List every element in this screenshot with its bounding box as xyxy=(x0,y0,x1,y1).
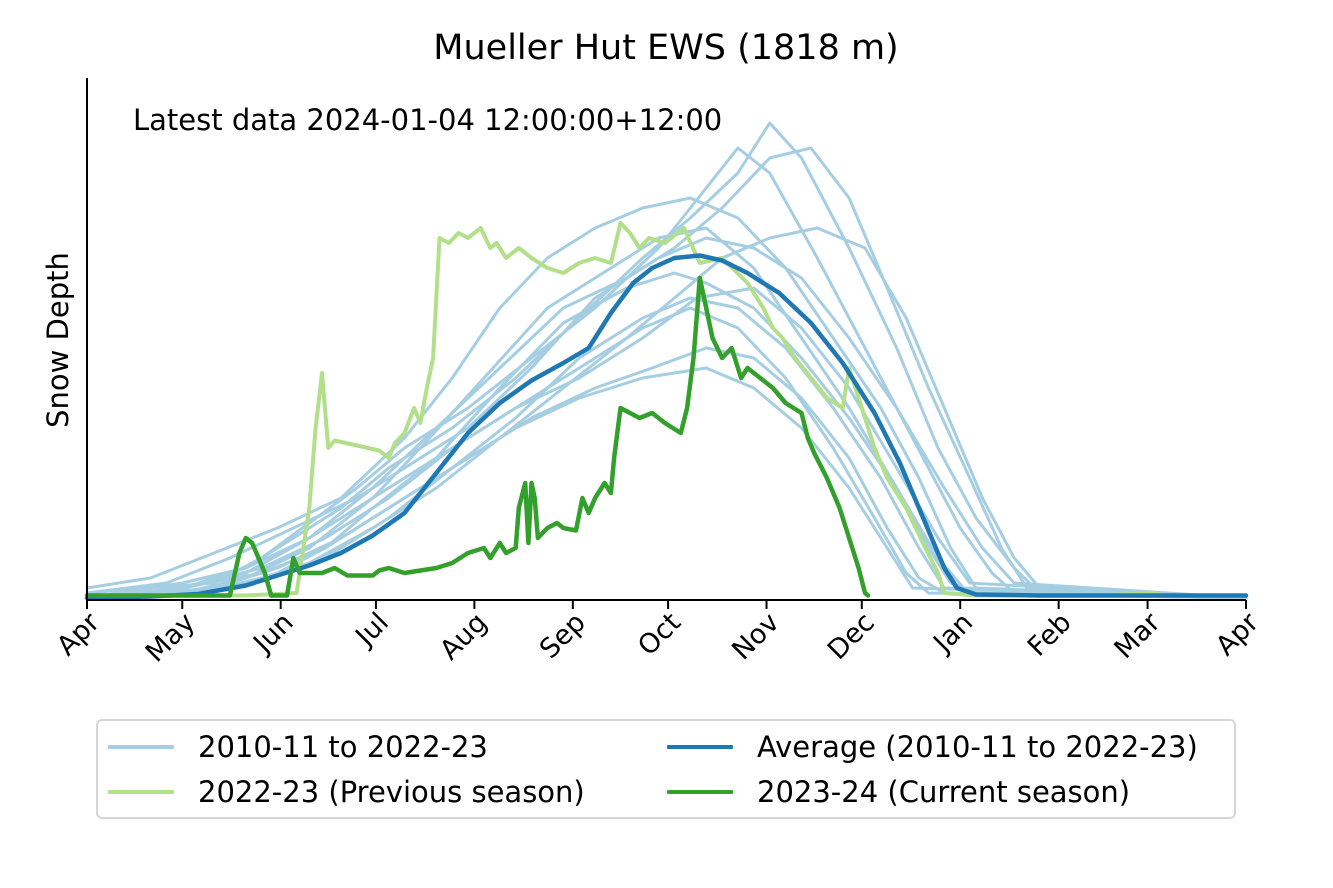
legend-item-historical: 2010-11 to 2022-23 xyxy=(108,727,488,767)
x-tick-label-jan: Jan xyxy=(926,607,979,660)
x-tick-label-jul: Jul xyxy=(349,607,395,653)
legend-label-historical: 2010-11 to 2022-23 xyxy=(198,730,488,764)
x-tick-label-feb: Feb xyxy=(1022,607,1078,663)
series-line-historical-1 xyxy=(85,271,1248,600)
y-axis-label: Snow Depth xyxy=(41,252,75,428)
series-line-previous xyxy=(85,221,1248,598)
series-line-historical-13 xyxy=(85,306,1248,600)
x-tick-layer: Apr May Jun Jul Aug Sep Oct Nov Dec Jan Feb Mar Apr xyxy=(51,600,1266,668)
legend-item-current: 2023-24 (Current season) xyxy=(667,772,1130,812)
series-line-historical-3 xyxy=(85,121,1248,600)
x-tick-label-apr: Apr xyxy=(1210,606,1266,662)
legend-label-current: 2023-24 (Current season) xyxy=(757,775,1131,809)
legend-swatch-historical xyxy=(108,745,174,749)
legend-swatch-average xyxy=(667,745,733,749)
series-line-historical-8 xyxy=(85,296,1248,600)
x-tick-label-jun: Jun xyxy=(246,607,299,660)
x-tick-label-nov: Nov xyxy=(726,607,785,666)
legend-label-previous: 2022-23 (Previous season) xyxy=(198,775,585,809)
series-layer xyxy=(84,121,1249,601)
legend-label-average: Average (2010-11 to 2022-23) xyxy=(757,730,1198,764)
series-line-average xyxy=(84,253,1249,601)
x-tick-label-dec: Dec xyxy=(822,607,881,666)
x-tick-label-sep: Sep xyxy=(534,607,592,665)
legend-item-average: Average (2010-11 to 2022-23) xyxy=(667,727,1198,767)
x-tick-label-mar: Mar xyxy=(1109,606,1168,665)
series-line-historical-5 xyxy=(85,286,1248,600)
series-line-historical-4 xyxy=(85,226,1248,600)
x-tick-label-apr: Apr xyxy=(51,606,107,662)
series-line-historical-11 xyxy=(85,196,1248,600)
x-tick-label-oct: Oct xyxy=(632,607,687,662)
x-tick-label-aug: Aug xyxy=(434,607,493,666)
chart-title: Mueller Hut EWS (1818 m) xyxy=(433,28,898,68)
x-tick-label-may: May xyxy=(140,607,201,668)
series-line-historical-6 xyxy=(85,346,1248,600)
latest-data-annotation: Latest data 2024-01-04 12:00:00+12:00 xyxy=(133,103,722,137)
legend-swatch-current xyxy=(667,790,733,794)
series-line-current xyxy=(84,275,871,598)
legend-item-previous: 2022-23 (Previous season) xyxy=(108,772,585,812)
legend-swatch-previous xyxy=(108,790,174,794)
series-line-historical-7 xyxy=(85,236,1248,600)
legend: 2010-11 to 2022-23 Average (2010-11 to 2… xyxy=(96,719,1236,819)
